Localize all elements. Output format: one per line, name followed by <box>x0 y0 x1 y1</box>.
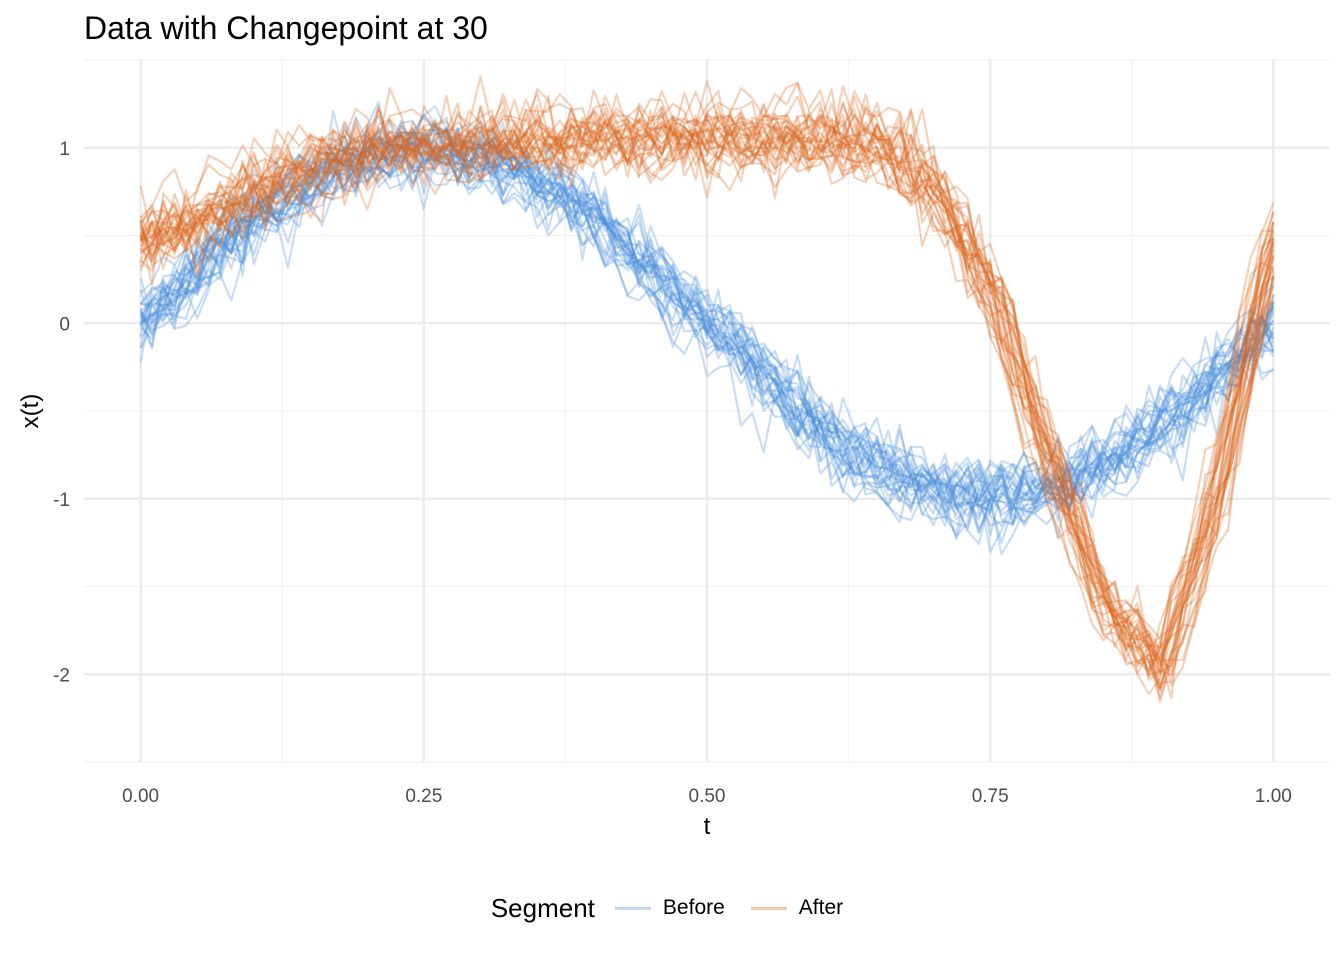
curve-before <box>139 119 1275 513</box>
curve-after <box>139 102 1275 663</box>
curve-after <box>139 104 1275 675</box>
curve-before <box>139 100 1275 502</box>
curve-before <box>139 124 1275 498</box>
curve-after <box>139 104 1275 691</box>
curve-before <box>139 118 1275 511</box>
chart-title: Data with Changepoint at 30 <box>84 10 488 46</box>
x-tick-label: 0.50 <box>689 786 726 807</box>
curve-before <box>139 128 1275 515</box>
curve-before <box>139 146 1275 544</box>
y-tick-label: -1 <box>53 490 70 511</box>
curve-after <box>139 124 1275 696</box>
curve-before <box>139 113 1275 510</box>
curve-after <box>139 113 1275 671</box>
curve-after <box>139 129 1275 692</box>
y-tick-label: 0 <box>59 314 70 335</box>
x-tick-label: 0.75 <box>972 786 1009 807</box>
legend: Segment Before After <box>0 888 1344 928</box>
y-tick-label: -2 <box>53 665 70 686</box>
x-tick-label: 1.00 <box>1255 786 1292 807</box>
curve-after <box>139 120 1275 687</box>
curve-after <box>139 104 1275 666</box>
legend-title: Segment <box>490 892 595 923</box>
curve-before <box>139 132 1275 527</box>
curve-after <box>140 116 1275 657</box>
curve-before <box>139 143 1275 556</box>
curve-after <box>139 90 1275 677</box>
curve-before <box>139 136 1275 517</box>
curve-before <box>139 110 1275 504</box>
curve-after <box>140 101 1275 674</box>
curve-after <box>139 115 1275 692</box>
curve-before <box>139 118 1275 527</box>
curve-before <box>140 126 1274 517</box>
series-after-curves <box>139 75 1275 704</box>
y-axis-title: x(t) <box>17 394 44 429</box>
curve-after <box>139 82 1275 668</box>
curve-before <box>139 116 1275 518</box>
curve-after <box>139 105 1275 682</box>
curve-after <box>139 107 1275 675</box>
curve-before <box>139 157 1275 535</box>
curve-after <box>139 89 1275 652</box>
curve-before <box>139 131 1275 530</box>
legend-key-before <box>614 906 651 910</box>
x-tick-label: 0.00 <box>122 786 159 807</box>
curve-after <box>139 103 1275 649</box>
curve-after <box>139 109 1275 700</box>
legend-label-before: Before <box>662 896 725 919</box>
curve-after <box>139 121 1275 704</box>
curve-after <box>139 124 1275 685</box>
curve-before <box>139 143 1275 538</box>
curve-after <box>139 89 1275 700</box>
curve-before <box>139 128 1275 527</box>
series-before-curves <box>139 100 1275 556</box>
curve-after <box>139 116 1274 673</box>
curve-after <box>140 94 1275 674</box>
curve-after <box>139 114 1275 689</box>
legend-item-after: After <box>750 896 844 920</box>
curve-after <box>139 87 1275 663</box>
curve-after <box>139 98 1275 668</box>
x-tick-label: 0.25 <box>405 786 442 807</box>
curve-before <box>139 131 1275 538</box>
curve-before <box>140 133 1275 535</box>
curve-before <box>139 125 1275 515</box>
curve-before <box>139 113 1275 512</box>
curve-after <box>139 104 1275 677</box>
legend-key-after <box>750 906 787 910</box>
curve-before <box>140 140 1274 524</box>
axis-tick-labels: 0.00 0.25 0.50 0.75 1.00 -2 -1 0 1 <box>53 139 1292 807</box>
legend-item-before: Before <box>614 896 725 920</box>
grid-lines <box>84 59 1330 763</box>
curve-before <box>139 120 1275 546</box>
curve-before <box>140 142 1274 553</box>
curve-after <box>139 75 1275 640</box>
x-axis-title: t <box>704 813 711 840</box>
curve-before <box>140 144 1274 527</box>
curve-after <box>139 84 1275 653</box>
y-tick-label: 1 <box>59 139 70 160</box>
curve-after <box>139 106 1274 679</box>
curve-before <box>139 127 1275 526</box>
curve-before <box>139 131 1275 526</box>
curve-before <box>140 122 1275 503</box>
curve-before <box>140 114 1275 502</box>
legend-label-after: After <box>798 896 844 919</box>
